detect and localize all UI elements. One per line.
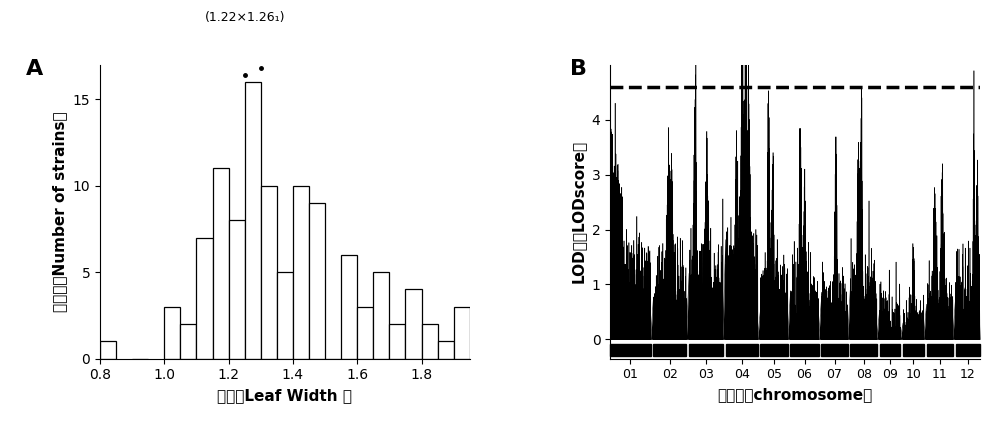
Bar xyxy=(373,272,389,359)
Bar xyxy=(653,344,686,356)
Bar xyxy=(790,344,819,356)
Bar xyxy=(726,344,758,356)
Bar xyxy=(196,238,213,359)
Bar xyxy=(293,186,309,359)
Bar xyxy=(245,82,261,359)
Y-axis label: LOD値（LODscore）: LOD値（LODscore） xyxy=(571,140,586,283)
Bar xyxy=(689,344,723,356)
Text: (1.22×1.26₁): (1.22×1.26₁) xyxy=(204,11,285,24)
Bar xyxy=(309,203,325,359)
Bar xyxy=(610,344,651,356)
Bar xyxy=(880,344,900,356)
Bar xyxy=(422,324,438,359)
Bar xyxy=(956,344,980,356)
Bar xyxy=(405,289,422,359)
X-axis label: 叶宽（Leaf Width ）: 叶宽（Leaf Width ） xyxy=(217,388,352,403)
Bar xyxy=(821,344,848,356)
Text: B: B xyxy=(570,59,587,79)
Bar xyxy=(760,344,788,356)
Bar xyxy=(927,344,953,356)
Bar xyxy=(389,324,405,359)
Bar xyxy=(341,255,357,359)
Bar xyxy=(277,272,293,359)
Y-axis label: 株系数（Number of strains）: 株系数（Number of strains） xyxy=(52,111,67,312)
Text: A: A xyxy=(26,59,43,79)
Bar xyxy=(213,168,229,359)
Bar xyxy=(180,324,196,359)
Bar xyxy=(100,341,116,359)
Bar xyxy=(357,307,373,359)
Bar xyxy=(164,307,180,359)
Bar xyxy=(261,186,277,359)
X-axis label: 染色体（chromosome）: 染色体（chromosome） xyxy=(718,387,873,402)
Bar xyxy=(454,307,470,359)
Bar xyxy=(903,344,924,356)
Bar xyxy=(850,344,877,356)
Bar xyxy=(229,220,245,359)
Bar xyxy=(438,341,454,359)
